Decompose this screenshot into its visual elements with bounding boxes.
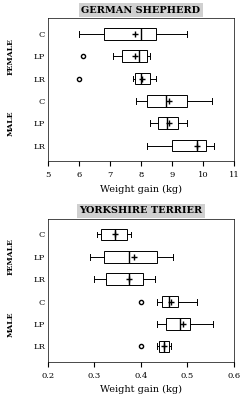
X-axis label: Weight gain (kg): Weight gain (kg)	[100, 185, 182, 194]
PathPatch shape	[104, 251, 157, 263]
PathPatch shape	[147, 95, 187, 107]
Text: MALE: MALE	[6, 311, 15, 337]
Text: FEMALE: FEMALE	[6, 38, 15, 74]
PathPatch shape	[106, 274, 143, 285]
PathPatch shape	[135, 73, 150, 84]
Text: FEMALE: FEMALE	[6, 238, 15, 275]
PathPatch shape	[166, 318, 190, 330]
Text: MALE: MALE	[6, 110, 15, 136]
PathPatch shape	[104, 28, 156, 40]
PathPatch shape	[159, 340, 169, 352]
PathPatch shape	[122, 50, 147, 62]
X-axis label: Weight gain (kg): Weight gain (kg)	[100, 385, 182, 394]
Title: GERMAN SHEPHERD: GERMAN SHEPHERD	[81, 6, 200, 14]
PathPatch shape	[172, 140, 206, 152]
PathPatch shape	[162, 296, 178, 308]
Title: YORKSHIRE TERRIER: YORKSHIRE TERRIER	[79, 206, 202, 215]
PathPatch shape	[158, 118, 178, 129]
PathPatch shape	[101, 229, 127, 240]
